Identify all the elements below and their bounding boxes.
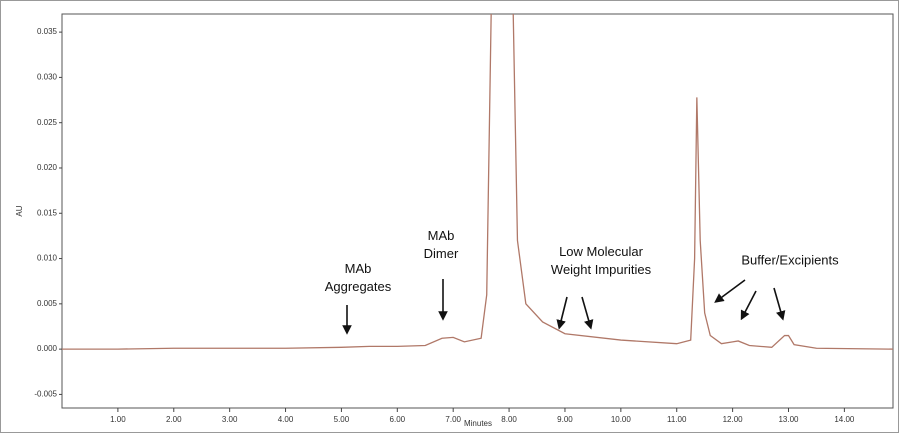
y-tick-label: 0.010 [37, 254, 58, 263]
x-axis-label: Minutes [464, 419, 492, 428]
x-tick-label: 4.00 [278, 415, 294, 424]
annotation-line: Low Molecular [559, 244, 643, 259]
x-tick-label: 12.00 [723, 415, 744, 424]
y-tick-label: 0.035 [37, 27, 58, 36]
plot-area [61, 13, 894, 409]
x-tick-label: 5.00 [334, 415, 350, 424]
annotation-line: Weight Impurities [551, 262, 652, 277]
x-tick-label: 7.00 [445, 415, 461, 424]
y-tick-label: 0.005 [37, 299, 58, 308]
trace-line [62, 14, 893, 350]
annotation-line: Dimer [424, 246, 459, 261]
x-tick-label: 10.00 [611, 415, 632, 424]
x-tick-label: 11.00 [667, 415, 687, 424]
x-tick-label: 1.00 [110, 415, 126, 424]
annotation: MAb Dimer [424, 228, 459, 261]
x-tick-label: 2.00 [166, 415, 182, 424]
annotation-line: MAb [345, 261, 372, 276]
y-tick-label: 0.025 [37, 118, 58, 127]
y-tick-label: 0.030 [37, 73, 58, 82]
x-tick-label: 14.00 [834, 415, 855, 424]
y-tick-label: 0.020 [37, 163, 58, 172]
annotation: MAb Aggregates [325, 261, 392, 294]
y-tick-label: 0.000 [37, 344, 58, 353]
annotation-line: Aggregates [325, 279, 392, 294]
x-tick-label: 9.00 [557, 415, 573, 424]
y-axis-label: AU [15, 205, 24, 216]
y-tick-label: -0.005 [34, 390, 57, 399]
annotation: Buffer/Excipients [741, 252, 839, 267]
x-tick-label: 3.00 [222, 415, 238, 424]
annotation-line: MAb [428, 228, 455, 243]
x-tick-label: 6.00 [390, 415, 406, 424]
x-tick-label: 8.00 [501, 415, 517, 424]
traces [62, 14, 893, 350]
x-tick-label: 13.00 [778, 415, 799, 424]
y-tick-label: 0.015 [37, 208, 58, 217]
arrows [342, 279, 786, 335]
annotation: Low Molecular Weight Impurities [551, 244, 652, 277]
